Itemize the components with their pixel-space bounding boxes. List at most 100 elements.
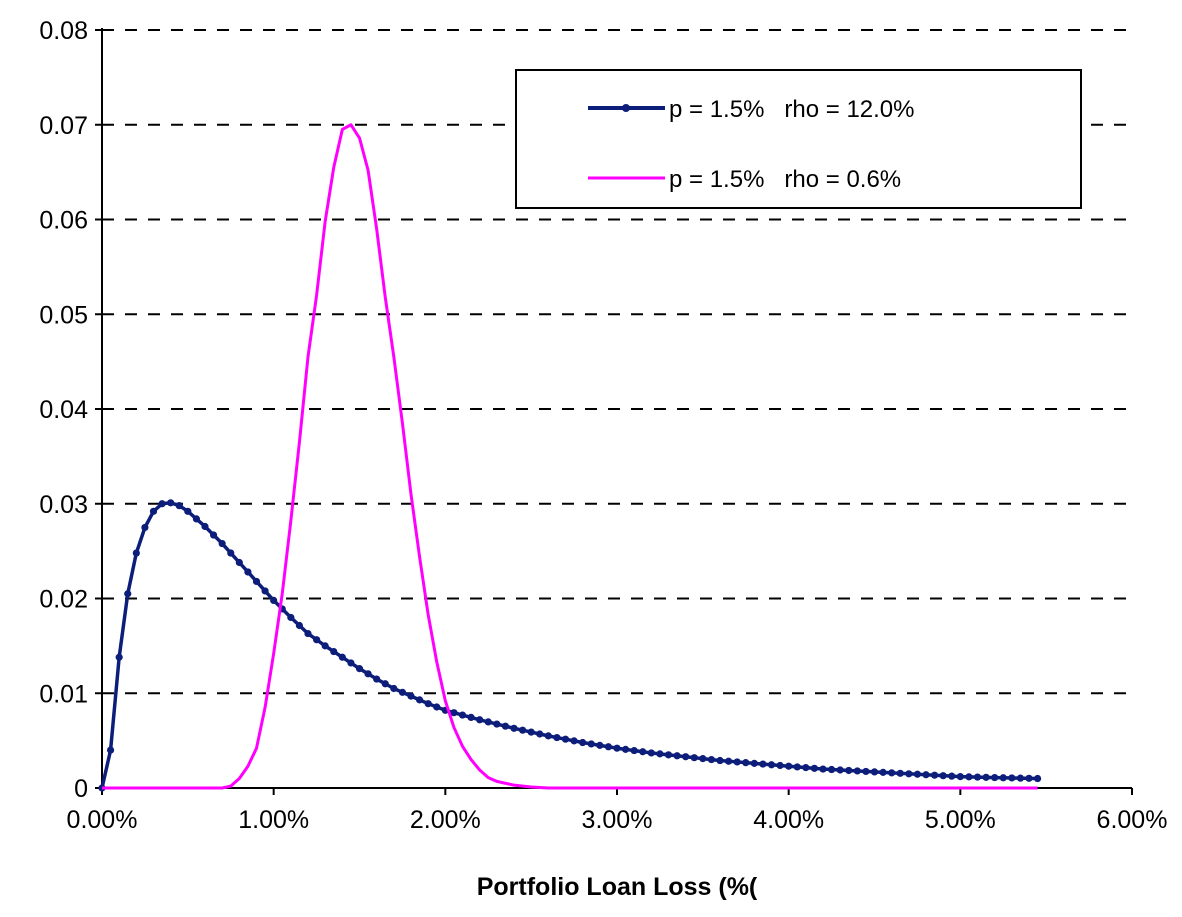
legend-label-0: p = 1.5% rho = 12.0% <box>669 96 915 123</box>
x-tick-label: 2.00% <box>410 806 481 834</box>
y-tick-label: 0.06 <box>39 207 88 235</box>
y-tick-label: 0.03 <box>39 491 88 519</box>
data-point <box>922 771 930 779</box>
data-point <box>415 696 424 704</box>
data-point <box>527 728 535 736</box>
data-point <box>304 629 312 638</box>
data-point <box>587 740 595 748</box>
data-point <box>982 773 990 781</box>
data-point <box>630 746 638 755</box>
data-point <box>656 750 664 758</box>
data-point <box>467 713 475 722</box>
data-point <box>261 587 269 595</box>
data-point <box>1033 774 1042 783</box>
data-point <box>1025 774 1033 782</box>
data-point <box>664 751 673 759</box>
data-point <box>999 774 1007 782</box>
data-point <box>450 709 458 717</box>
y-tick-label: 0.01 <box>39 680 88 708</box>
data-point <box>501 722 510 730</box>
data-point <box>149 507 158 515</box>
data-point <box>192 515 201 523</box>
data-point <box>458 711 467 719</box>
data-point <box>673 752 681 760</box>
data-point <box>330 647 338 656</box>
data-point <box>621 745 630 753</box>
legend: p = 1.5% rho = 12.0% p = 1.5% rho = 0.6% <box>515 69 1082 209</box>
data-point <box>776 761 784 770</box>
data-point <box>750 759 758 767</box>
data-point <box>381 680 389 688</box>
x-tick-label: 1.00% <box>238 806 309 834</box>
data-point <box>579 738 587 747</box>
data-point <box>287 613 295 622</box>
data-point <box>235 558 243 567</box>
data-point <box>690 754 698 762</box>
data-point <box>639 748 647 756</box>
x-tick-label: 4.00% <box>753 806 824 834</box>
data-point <box>252 577 261 586</box>
data-point <box>167 499 175 507</box>
data-point <box>561 735 570 743</box>
data-point <box>896 769 904 777</box>
data-point <box>141 523 149 532</box>
data-point <box>716 756 724 765</box>
data-point <box>930 771 939 779</box>
data-point <box>699 755 707 763</box>
y-tick-label: 0.07 <box>39 112 88 140</box>
data-point <box>819 765 827 773</box>
data-point <box>184 507 192 515</box>
data-point <box>845 766 853 775</box>
data-point <box>948 772 956 780</box>
data-point <box>733 758 741 766</box>
data-point <box>398 688 407 696</box>
data-point <box>209 531 218 539</box>
data-point <box>888 769 896 777</box>
data-point <box>956 773 964 781</box>
data-point <box>510 724 518 732</box>
x-tick-label: 6.00% <box>1097 806 1168 834</box>
data-point <box>373 675 381 683</box>
data-point <box>321 642 329 650</box>
data-point <box>939 772 947 780</box>
data-point <box>106 746 115 754</box>
data-point <box>785 762 793 770</box>
data-point <box>347 659 355 667</box>
data-point <box>570 737 578 745</box>
data-point <box>227 549 235 557</box>
data-point <box>724 757 733 765</box>
data-point <box>132 549 140 557</box>
data-point <box>553 733 561 742</box>
data-point <box>991 773 999 782</box>
data-point <box>407 692 415 700</box>
data-point <box>390 684 398 693</box>
legend-box <box>515 69 1082 209</box>
data-point <box>364 670 372 678</box>
y-tick-label: 0.02 <box>39 586 88 614</box>
data-point <box>115 653 123 661</box>
series-line <box>102 123 1038 790</box>
data-point <box>518 726 527 734</box>
data-point <box>870 768 879 776</box>
legend-marker-0 <box>622 104 630 112</box>
series-group <box>98 123 1042 792</box>
data-point <box>158 500 166 508</box>
data-point <box>965 773 973 781</box>
data-point <box>827 765 836 774</box>
data-point <box>295 621 304 630</box>
y-tick-label: 0.05 <box>39 301 88 329</box>
data-point <box>836 766 844 774</box>
data-point <box>604 743 613 751</box>
data-point <box>913 770 922 778</box>
data-point <box>879 768 887 776</box>
data-point <box>270 596 278 604</box>
data-point <box>124 590 132 598</box>
data-point <box>355 665 364 673</box>
x-axis-title: Portfolio Loan Loss (%( <box>477 873 758 901</box>
data-point <box>682 753 690 761</box>
data-point <box>793 763 801 771</box>
data-point <box>244 568 252 576</box>
data-point <box>596 741 604 749</box>
data-point <box>493 720 501 728</box>
